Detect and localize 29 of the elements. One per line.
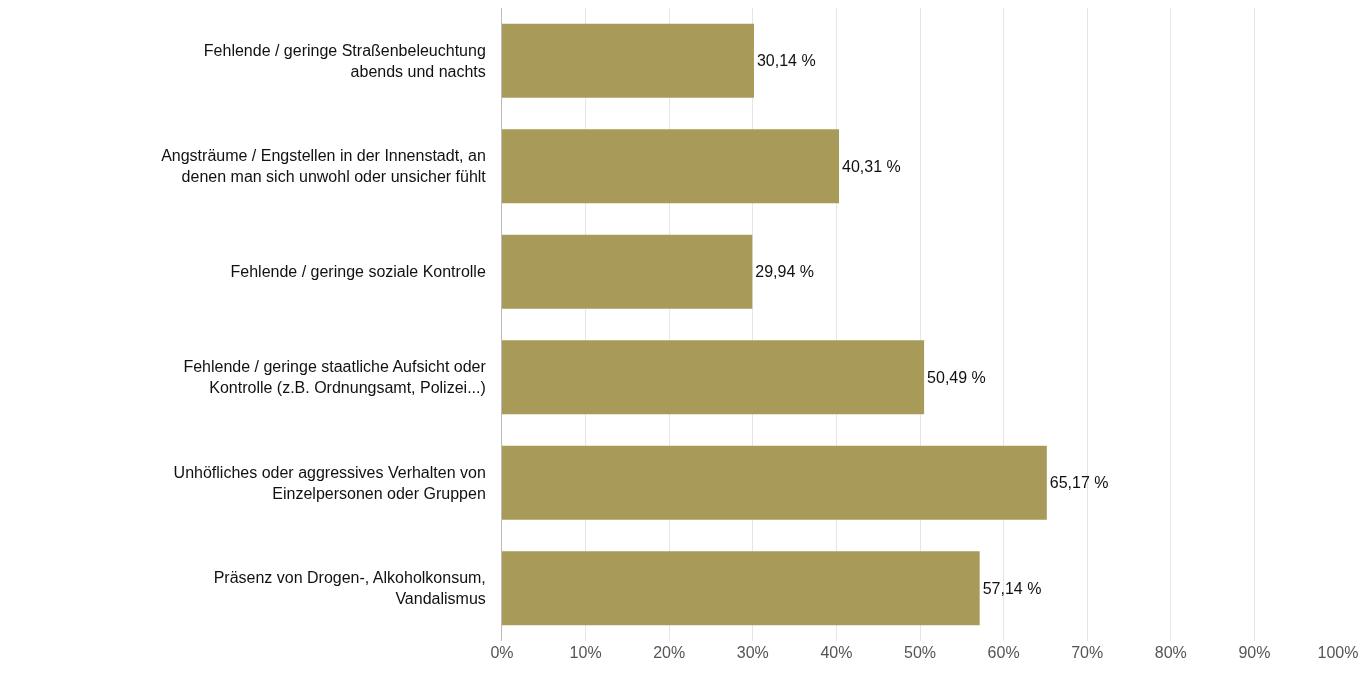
data-label: 50,49 % xyxy=(927,368,986,386)
y-tick-label: Unhöfliches oder aggressives Verhalten von Einzelpersonen oder Gruppen xyxy=(173,463,486,502)
y-tick-label: Angsträume / Engstellen in der Innenstadt, an denen man sich unwohl oder unsicher fühlt xyxy=(161,147,487,186)
bar xyxy=(502,445,1047,520)
data-label: 40,31 % xyxy=(841,157,901,175)
bar xyxy=(502,551,980,626)
x-tick-label: 100% xyxy=(1317,644,1359,661)
x-tick-label: 10% xyxy=(569,644,602,661)
x-tick-label: 90% xyxy=(1238,644,1271,661)
x-tick-label: 50% xyxy=(903,644,937,661)
x-tick-label: 0% xyxy=(490,644,514,661)
data-label: 57,14 % xyxy=(982,579,1042,597)
x-tick-label: 20% xyxy=(653,644,686,661)
x-tick-label: 60% xyxy=(987,644,1020,661)
x-tick-label: 70% xyxy=(1071,644,1104,661)
bar xyxy=(502,234,753,309)
y-tick-label: Präsenz von Drogen-, Alkoholkonsum, Vandalismus xyxy=(213,569,486,608)
y-tick-label: Fehlende / geringe staatliche Aufsicht oder Kontrolle (z.B. Ordnungsamt, Polizei...) xyxy=(183,358,487,397)
bar xyxy=(502,340,925,415)
x-tick-label: 30% xyxy=(736,644,769,661)
x-tick-label: 40% xyxy=(820,644,853,661)
data-label: 65,17 % xyxy=(1049,474,1109,492)
x-tick-label: 80% xyxy=(1154,644,1187,661)
y-tick-label: Fehlende / geringe Straßenbeleuchtung abends und nachts xyxy=(203,41,486,80)
data-label: 30,14 % xyxy=(756,52,816,70)
data-label: 29,94 % xyxy=(755,263,815,281)
bar xyxy=(502,129,839,204)
bar xyxy=(502,23,754,98)
y-tick-label: Fehlende / geringe soziale Kontrolle xyxy=(230,263,486,281)
